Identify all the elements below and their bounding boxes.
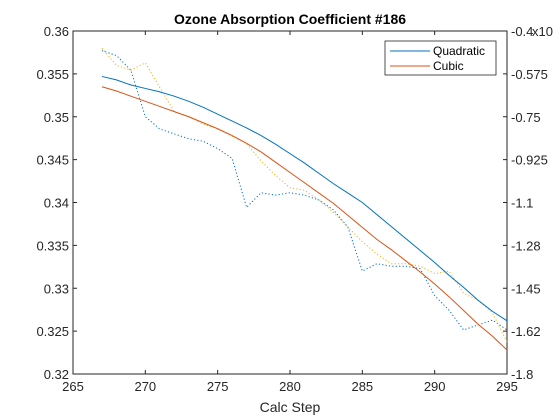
y-left-tick-label: 0.335	[36, 238, 69, 253]
y-right-tick-label: -0.925	[511, 153, 548, 168]
y-right-tick-label: -1.1	[511, 196, 533, 211]
x-tick-label: 275	[207, 379, 229, 394]
legend-label-cubic: Cubic	[433, 59, 464, 73]
legend-box	[384, 40, 497, 76]
right-axis-exponent: x10	[532, 24, 553, 39]
y-right-tick-label: -1.8	[511, 367, 533, 382]
series-line-cubic	[101, 86, 508, 351]
x-tick-label: 285	[351, 379, 373, 394]
legend: Quadratic Cubic	[384, 40, 497, 76]
tick-layer: 265 270 275 280 285 290 295 0.32 0.325 0.33 0.335 0…	[36, 24, 547, 394]
y-left-tick-label: 0.33	[44, 281, 69, 296]
y-right-tick-label: -0.575	[511, 67, 548, 82]
y-right-tick-label: -1.28	[511, 238, 541, 253]
series-line-dotted-2	[101, 50, 508, 331]
x-axis-label: Calc Step	[260, 399, 321, 415]
x-tick-label: 295	[496, 379, 518, 394]
y-left-tick-label: 0.355	[36, 67, 69, 82]
x-tick-label: 280	[279, 379, 301, 394]
x-tick-label: 270	[134, 379, 156, 394]
chart-title: Ozone Absorption Coefficient #186	[174, 11, 406, 27]
legend-label-quadratic: Quadratic	[433, 44, 485, 58]
y-left-tick-label: 0.32	[44, 367, 69, 382]
y-left-tick-label: 0.34	[44, 196, 69, 211]
series-line-quadratic	[101, 75, 508, 322]
y-right-tick-label: -0.4	[511, 24, 533, 39]
y-right-tick-label: -0.75	[511, 110, 541, 125]
x-tick-label: 290	[424, 379, 446, 394]
y-left-tick-label: 0.35	[44, 110, 69, 125]
x-tick-label: 265	[62, 379, 84, 394]
y-left-tick-label: 0.345	[36, 153, 69, 168]
y-left-tick-label: 0.36	[44, 24, 69, 39]
series-layer	[101, 47, 508, 351]
y-left-tick-label: 0.325	[36, 324, 69, 339]
plot-area	[72, 30, 508, 375]
y-right-tick-label: -1.62	[511, 324, 541, 339]
y-right-tick-label: -1.45	[511, 281, 541, 296]
